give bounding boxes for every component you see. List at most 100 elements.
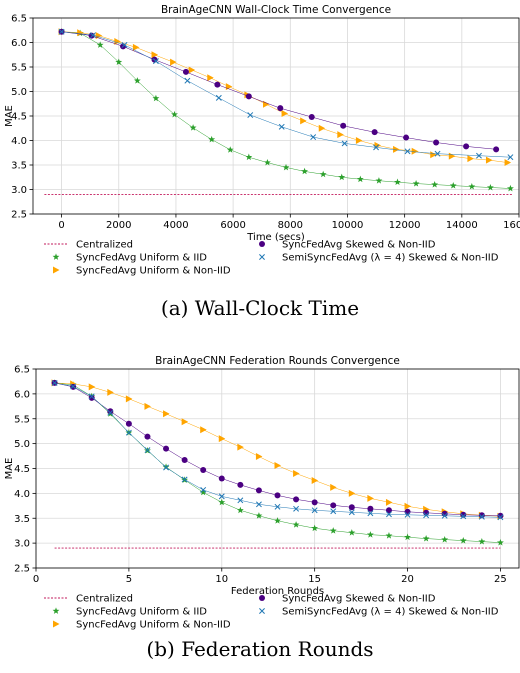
x-axis-label: Federation Rounds xyxy=(231,586,324,597)
data-point xyxy=(467,155,474,163)
data-point xyxy=(292,521,300,528)
data-point xyxy=(255,453,263,461)
legend-item: SyncFedAvg Uniform & IID xyxy=(52,253,207,264)
data-point xyxy=(274,517,281,524)
data-point xyxy=(348,509,355,516)
data-point xyxy=(133,77,141,84)
x-axis-label: Time (secs) xyxy=(246,232,305,243)
data-point xyxy=(237,443,244,451)
data-point xyxy=(404,511,411,518)
data-point xyxy=(318,124,326,132)
data-point xyxy=(121,41,128,48)
data-point xyxy=(478,513,485,520)
data-point xyxy=(144,447,151,454)
data-point xyxy=(281,110,289,118)
y-tick-label: 6.5 xyxy=(11,14,27,25)
y-tick-label: 4.5 xyxy=(11,112,27,123)
data-point xyxy=(163,464,169,471)
data-point xyxy=(348,504,355,511)
data-point xyxy=(214,81,221,88)
legend-label: SyncFedAvg Uniform & IID xyxy=(76,253,207,264)
data-point xyxy=(218,475,225,482)
data-point xyxy=(151,51,158,59)
data-point xyxy=(96,41,104,48)
data-point xyxy=(329,527,337,534)
legend-item: SyncFedAvg Uniform & Non-IID xyxy=(53,266,231,277)
data-point xyxy=(88,394,95,401)
x-tick-label: 4000 xyxy=(163,220,188,231)
legend: Centralized SyncFedAvg Uniform & IID SyncF… xyxy=(44,240,499,277)
legend-swatch xyxy=(259,254,265,260)
y-tick-label: 4.5 xyxy=(14,464,30,475)
wall-clock-caption: (a) Wall-Clock Time xyxy=(160,296,360,320)
data-point xyxy=(293,469,300,477)
legend-swatch xyxy=(259,595,265,601)
data-point xyxy=(90,32,96,39)
series-1 xyxy=(51,379,504,546)
data-point xyxy=(245,93,252,100)
legend-label: SyncFedAvg Uniform & Non-IID xyxy=(76,266,231,277)
data-point xyxy=(293,505,300,512)
legend-swatch xyxy=(259,241,265,247)
data-point xyxy=(348,489,356,497)
data-point xyxy=(367,494,374,502)
legend-item: SemiSyncFedAvg (λ = 4) Skewed & Non-IID xyxy=(259,607,499,618)
legend-label: SyncFedAvg Uniform & IID xyxy=(76,607,207,618)
legend-item: SyncFedAvg Skewed & Non-IID xyxy=(259,240,436,251)
data-point xyxy=(300,117,307,125)
data-point xyxy=(125,429,132,436)
data-point xyxy=(319,170,327,178)
data-point xyxy=(181,418,189,426)
data-point xyxy=(264,158,271,166)
data-point xyxy=(385,498,393,506)
data-point xyxy=(293,496,300,503)
legend-label: SyncFedAvg Skewed & Non-IID xyxy=(282,240,436,251)
data-point xyxy=(330,508,337,515)
y-tick-label: 6.0 xyxy=(14,389,30,400)
data-point xyxy=(423,512,430,519)
data-point xyxy=(468,182,476,190)
data-point xyxy=(337,131,344,139)
data-point xyxy=(330,502,337,509)
federation-rounds-caption: (b) Federation Rounds xyxy=(146,637,374,661)
data-point xyxy=(448,152,456,160)
data-point xyxy=(460,513,467,520)
data-point xyxy=(310,134,317,141)
x-tick-label: 0 xyxy=(33,574,39,585)
data-point xyxy=(449,181,457,189)
data-point xyxy=(412,180,420,187)
series-line xyxy=(61,31,511,158)
data-point xyxy=(507,154,514,161)
y-tick-label: 5.5 xyxy=(14,414,30,425)
data-point xyxy=(385,532,393,539)
y-axis-label: MAE xyxy=(4,458,15,480)
data-point xyxy=(200,486,207,493)
data-point xyxy=(70,383,77,390)
data-point xyxy=(51,379,58,386)
data-point xyxy=(430,151,437,159)
data-point xyxy=(330,483,337,491)
series-line xyxy=(61,31,497,150)
data-point xyxy=(171,110,178,118)
data-point xyxy=(88,393,95,400)
data-point xyxy=(375,177,383,184)
data-point xyxy=(170,58,177,66)
legend-label: SyncFedAvg Uniform & Non-IID xyxy=(76,620,231,631)
data-point xyxy=(274,503,281,510)
x-tick-label: 0 xyxy=(58,220,64,231)
y-tick-label: 3.0 xyxy=(14,539,30,550)
series-4 xyxy=(58,28,514,161)
x-tick-label: 2000 xyxy=(106,220,131,231)
data-point xyxy=(125,420,132,427)
data-point xyxy=(441,512,448,519)
data-point xyxy=(493,146,500,153)
series-2 xyxy=(51,379,504,520)
data-point xyxy=(367,505,374,512)
legend-item: Centralized xyxy=(44,594,133,605)
legend-item: SyncFedAvg Uniform & IID xyxy=(52,607,207,618)
data-point xyxy=(144,402,151,410)
x-tick-label: 10 xyxy=(215,574,228,585)
data-point xyxy=(348,529,356,536)
data-point xyxy=(107,409,114,416)
data-point xyxy=(311,507,318,514)
